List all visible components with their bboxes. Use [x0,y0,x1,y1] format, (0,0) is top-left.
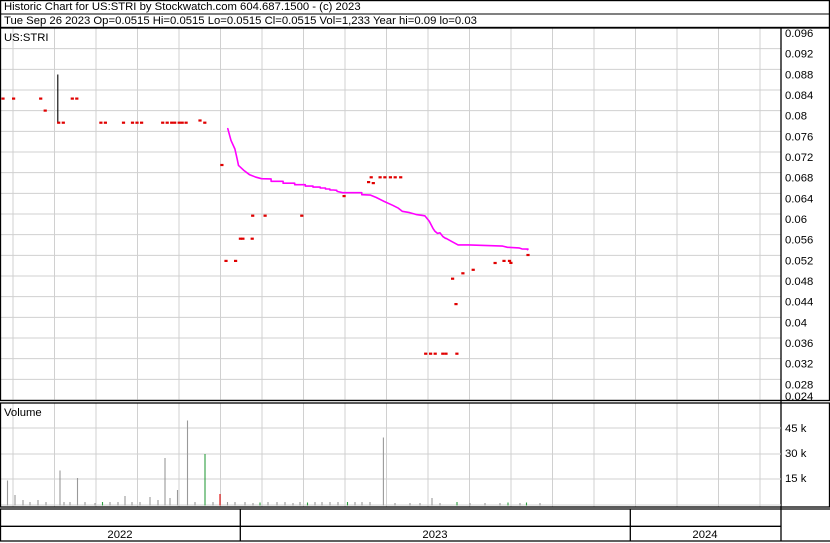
svg-text:0.096: 0.096 [785,28,813,40]
svg-text:0.048: 0.048 [785,276,813,288]
svg-text:0.084: 0.084 [785,90,813,102]
svg-text:30 k: 30 k [785,448,807,460]
svg-text:0.068: 0.068 [785,173,813,185]
svg-text:0.076: 0.076 [785,131,813,143]
svg-text:US:STRI: US:STRI [4,32,49,44]
svg-text:0.08: 0.08 [785,111,807,123]
svg-text:0.092: 0.092 [785,49,813,61]
svg-text:0.088: 0.088 [785,69,813,81]
svg-text:Tue Sep 26 2023 Op=0.0515 H: Tue Sep 26 2023 Op=0.0515 Hi=0.0515 Lo=0… [4,15,477,27]
svg-text:0.036: 0.036 [785,338,813,350]
svg-text:2024: 2024 [692,529,717,541]
svg-text:0.06: 0.06 [785,214,807,226]
svg-text:2022: 2022 [107,529,132,541]
svg-text:Volume: Volume [4,407,42,419]
svg-text:2023: 2023 [422,529,447,541]
svg-text:0.064: 0.064 [785,193,813,205]
svg-text:0.052: 0.052 [785,255,813,267]
svg-text:0.056: 0.056 [785,235,813,247]
svg-text:45 k: 45 k [785,423,807,435]
svg-text:0.04: 0.04 [785,317,807,329]
svg-text:0.032: 0.032 [785,359,813,371]
svg-text:0.044: 0.044 [785,297,813,309]
svg-text:Historic Chart for US:STRI by: Historic Chart for US:STRI by Stockwatch… [4,1,361,13]
svg-text:15 k: 15 k [785,473,807,485]
svg-text:0.072: 0.072 [785,152,813,164]
svg-text:0.024: 0.024 [785,391,813,403]
svg-text:0.028: 0.028 [785,379,813,391]
